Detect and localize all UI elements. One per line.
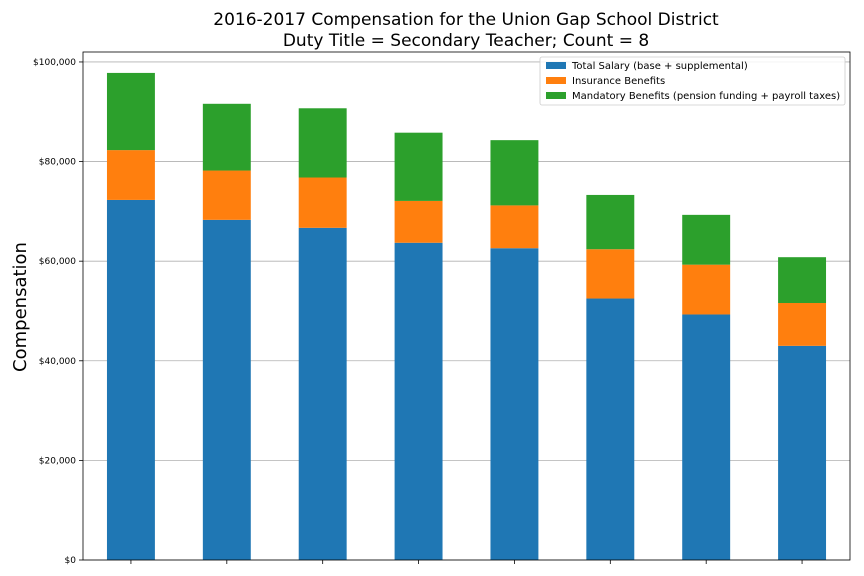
legend-label: Mandatory Benefits (pension funding + pa…: [572, 91, 840, 102]
bar-3-1: [106, 72, 155, 151]
bar-3-2: [202, 103, 251, 171]
legend-label: Total Salary (base + supplemental): [571, 61, 748, 72]
bar-1-6: [586, 298, 635, 560]
bar-2-6: [586, 249, 635, 299]
bar-2-2: [202, 170, 251, 220]
bar-2-5: [490, 205, 539, 249]
bar-1-3: [298, 227, 347, 560]
y-tick-label: $60,000: [39, 257, 76, 267]
y-tick-label: $0: [65, 556, 77, 566]
legend: Total Salary (base + supplemental) Insura…: [539, 56, 846, 106]
x-ticks: [130, 560, 803, 564]
y-axis-label: Compensation: [10, 242, 31, 372]
bar-2-1: [106, 150, 155, 200]
y-tick-label: $100,000: [33, 58, 76, 68]
bar-3-8: [778, 257, 827, 304]
bar-2-4: [394, 200, 443, 243]
bar-1-1: [106, 199, 155, 560]
bar-1-7: [682, 314, 731, 560]
bar-3-3: [298, 108, 347, 178]
legend-swatch: [546, 92, 566, 99]
legend-label: Insurance Benefits: [572, 76, 665, 87]
y-tick-label: $40,000: [39, 357, 76, 367]
bars: [106, 72, 827, 560]
bar-1-8: [778, 345, 827, 560]
legend-swatch: [546, 62, 566, 69]
bar-1-2: [202, 219, 251, 560]
bar-3-6: [586, 194, 635, 250]
chart-title: 2016-2017 Compensation for the Union Gap…: [213, 10, 719, 30]
bar-3-4: [394, 132, 443, 201]
bar-1-4: [394, 242, 443, 560]
bar-2-7: [682, 264, 731, 315]
bar-2-8: [778, 303, 827, 346]
y-tick-label: $80,000: [39, 158, 76, 168]
grid-lines: [83, 61, 850, 561]
chart-subtitle: Duty Title = Secondary Teacher; Count = …: [283, 31, 649, 51]
legend-box: [539, 56, 846, 106]
axes: [82, 51, 851, 561]
y-tick-label: $20,000: [39, 456, 76, 466]
bar-2-3: [298, 177, 347, 228]
plot-frame: [82, 51, 851, 561]
bar-3-5: [490, 140, 539, 206]
y-ticks: $0 $20,000 $40,000 $60,000 $80,000 $100,000: [33, 58, 83, 566]
bar-3-7: [682, 214, 731, 265]
legend-swatch: [546, 77, 566, 84]
bar-1-5: [490, 248, 539, 560]
